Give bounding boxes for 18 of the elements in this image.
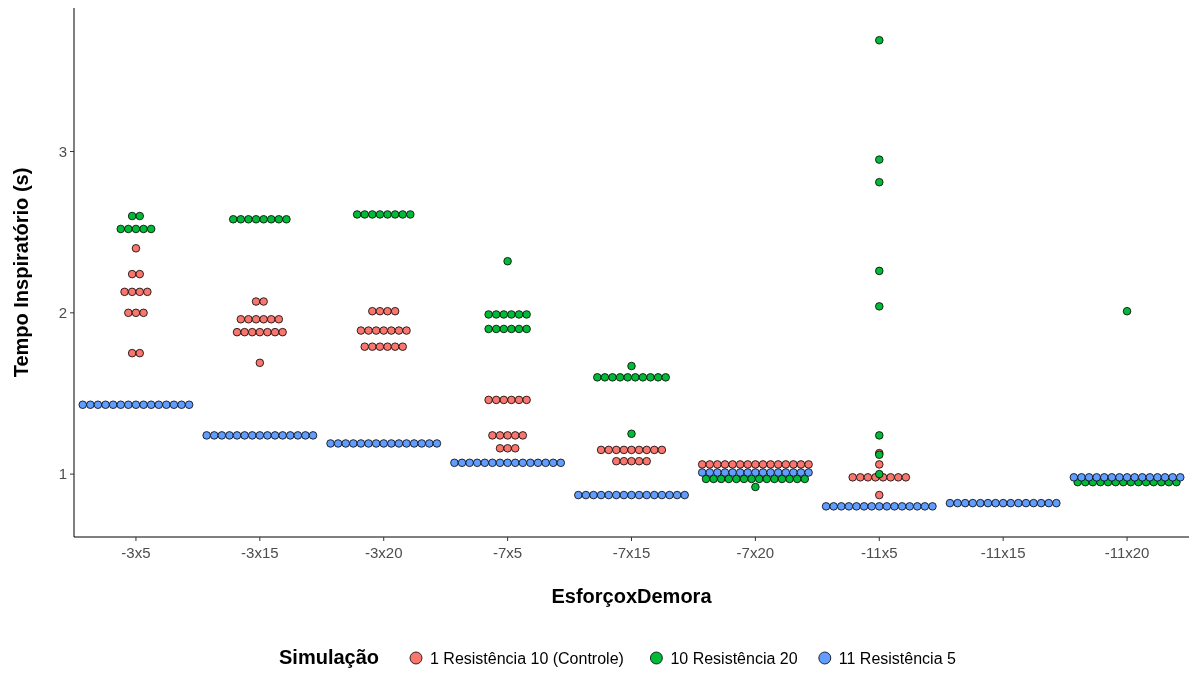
x-tick-label: -7x5: [493, 544, 523, 561]
x-tick-label: -3x20: [364, 544, 403, 561]
x-tick-label: -3x5: [121, 544, 151, 561]
x-tick-label: -7x20: [736, 544, 775, 561]
legend-label: 1 Resistência 10 (Controle): [430, 650, 624, 667]
x-tick-label: -3x15: [241, 544, 279, 561]
y-tick-label: 2: [58, 304, 67, 322]
y-tick-label: 3: [58, 142, 67, 160]
y-tick-label: 1: [58, 465, 67, 483]
x-tick-label: -11x5: [861, 544, 898, 561]
x-tick-label: -7x15: [612, 544, 651, 561]
legend-title: Simulação: [279, 646, 380, 668]
x-tick-label: -11x20: [1104, 544, 1150, 561]
legend-label: 11 Resistência 5: [838, 650, 956, 667]
x-axis-title: EsforçoxDemora: [551, 585, 713, 607]
y-axis-title: Tempo Inspiratório (s): [10, 167, 32, 378]
x-tick-label: -11x15: [980, 544, 1026, 561]
legend-label: 10 Resistência 20: [670, 650, 798, 667]
